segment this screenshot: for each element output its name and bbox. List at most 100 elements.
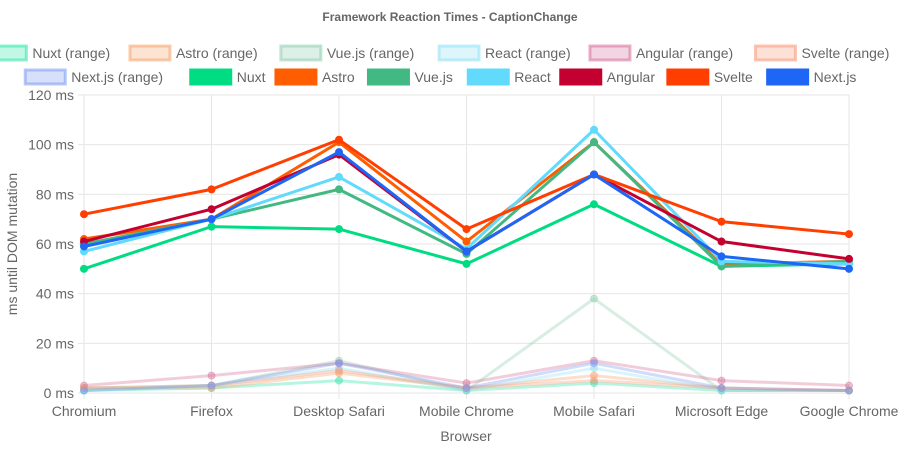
legend-item-astro-range[interactable]: Astro (range) (128, 44, 258, 62)
data-point[interactable] (717, 386, 726, 395)
data-point[interactable] (462, 379, 471, 388)
data-point[interactable] (335, 135, 343, 144)
data-point[interactable] (845, 386, 853, 395)
series-svelte-range (80, 366, 853, 395)
data-point[interactable] (335, 366, 343, 375)
data-point[interactable] (845, 386, 853, 395)
data-point[interactable] (207, 381, 216, 390)
data-point[interactable] (845, 264, 853, 273)
data-point[interactable] (590, 376, 598, 385)
data-point[interactable] (80, 384, 88, 393)
data-point[interactable] (845, 386, 853, 395)
data-point[interactable] (335, 356, 343, 365)
legend-item-next-js-range[interactable]: Next.js (range) (23, 68, 163, 86)
data-point[interactable] (717, 376, 726, 385)
legend-item-nuxt-range[interactable]: Nuxt (range) (0, 44, 110, 62)
data-point[interactable] (717, 384, 726, 393)
legend-item-react-range[interactable]: React (range) (437, 44, 571, 62)
legend-label: Svelte (714, 69, 753, 85)
data-point[interactable] (335, 359, 343, 368)
data-point[interactable] (590, 356, 598, 365)
data-point[interactable] (717, 386, 726, 395)
data-point[interactable] (462, 384, 471, 393)
data-point[interactable] (845, 386, 853, 395)
data-point[interactable] (80, 384, 88, 393)
data-point[interactable] (462, 225, 471, 234)
data-point[interactable] (335, 185, 343, 194)
data-point[interactable] (717, 386, 726, 395)
data-point[interactable] (845, 230, 853, 239)
data-point[interactable] (335, 359, 343, 368)
data-point[interactable] (462, 386, 471, 395)
legend-swatch (588, 44, 632, 62)
legend-item-svelte[interactable]: Svelte (666, 68, 753, 86)
data-point[interactable] (207, 215, 216, 224)
data-point[interactable] (80, 386, 88, 395)
legend-item-react[interactable]: React (466, 68, 551, 86)
data-point[interactable] (462, 384, 471, 393)
data-point[interactable] (590, 371, 598, 380)
data-point[interactable] (80, 210, 88, 219)
data-point[interactable] (335, 172, 343, 181)
legend-item-next-js[interactable]: Next.js (766, 68, 857, 86)
data-point[interactable] (335, 364, 343, 373)
legend-item-svelte-range[interactable]: Svelte (range) (753, 44, 889, 62)
legend-item-angular[interactable]: Angular (559, 68, 656, 86)
legend-item-vue-js-range[interactable]: Vue.js (range) (279, 44, 414, 62)
data-point[interactable] (462, 386, 471, 395)
data-point[interactable] (335, 148, 343, 157)
data-point[interactable] (462, 386, 471, 395)
data-point[interactable] (207, 381, 216, 390)
data-point[interactable] (717, 217, 726, 226)
series-line (83, 359, 850, 388)
data-point[interactable] (207, 384, 216, 393)
data-point[interactable] (717, 252, 726, 261)
data-point[interactable] (462, 237, 471, 246)
series-line (83, 366, 849, 393)
data-point[interactable] (207, 384, 216, 393)
y-tick-label: 20 ms (36, 335, 74, 351)
data-point[interactable] (462, 259, 471, 268)
data-point[interactable] (335, 376, 343, 385)
legend-swatch (753, 44, 797, 62)
data-point[interactable] (845, 386, 853, 395)
data-point[interactable] (207, 185, 216, 194)
legend-swatch (128, 44, 172, 62)
data-point[interactable] (717, 384, 726, 393)
data-point[interactable] (717, 384, 726, 393)
data-point[interactable] (207, 222, 216, 231)
data-point[interactable] (845, 254, 853, 263)
data-point[interactable] (590, 379, 598, 388)
data-point[interactable] (717, 237, 726, 246)
data-point[interactable] (80, 384, 88, 393)
data-point[interactable] (845, 386, 853, 395)
x-tick-label: Mobile Chrome (419, 403, 514, 419)
data-point[interactable] (80, 386, 88, 395)
legend-item-nuxt[interactable]: Nuxt (189, 68, 266, 86)
data-point[interactable] (590, 138, 598, 147)
legend-item-vue-js[interactable]: Vue.js (366, 68, 453, 86)
data-point[interactable] (845, 381, 853, 390)
data-point[interactable] (207, 371, 216, 380)
data-point[interactable] (335, 369, 343, 378)
data-point[interactable] (207, 381, 216, 390)
data-point[interactable] (590, 294, 598, 303)
data-point[interactable] (590, 125, 598, 134)
data-point[interactable] (462, 384, 471, 393)
data-point[interactable] (590, 200, 598, 209)
data-point[interactable] (80, 242, 88, 251)
legend-label: React (range) (485, 45, 571, 61)
data-point[interactable] (80, 381, 88, 390)
data-point[interactable] (590, 364, 598, 373)
y-tick-label: 0 ms (44, 385, 74, 401)
data-point[interactable] (462, 247, 471, 256)
legend-item-angular-range[interactable]: Angular (range) (588, 44, 733, 62)
data-point[interactable] (335, 225, 343, 234)
legend-item-astro[interactable]: Astro (274, 68, 355, 86)
data-point[interactable] (590, 359, 598, 368)
data-point[interactable] (207, 205, 216, 214)
data-point[interactable] (590, 170, 598, 179)
data-point[interactable] (80, 386, 88, 395)
data-point[interactable] (80, 264, 88, 273)
data-point[interactable] (207, 381, 216, 390)
